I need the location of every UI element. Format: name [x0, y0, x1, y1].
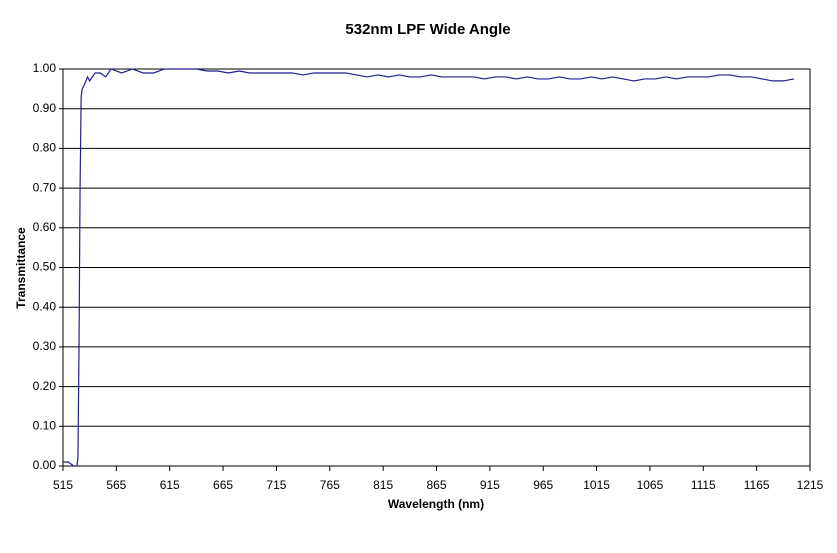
y-tick-label: 0.20 — [33, 379, 57, 393]
y-tick-label: 0.50 — [33, 260, 57, 274]
y-tick-label: 0.60 — [33, 220, 57, 234]
y-tick-label: 0.90 — [33, 101, 57, 115]
y-tick-label: 0.30 — [33, 339, 57, 353]
x-axis-label: Wavelength (nm) — [388, 497, 484, 511]
x-tick-label: 915 — [480, 478, 500, 492]
y-axis-label: Transmittance — [14, 227, 28, 309]
x-tick-label: 615 — [160, 478, 180, 492]
y-tick-label: 0.70 — [33, 180, 57, 194]
x-tick-label: 565 — [106, 478, 126, 492]
data-line — [63, 68, 795, 467]
x-tick-label: 1015 — [583, 478, 610, 492]
x-tick-label: 715 — [266, 478, 286, 492]
x-tick-label: 1115 — [691, 478, 716, 492]
y-tick-label: 0.00 — [33, 458, 57, 472]
x-tick-label: 1165 — [744, 478, 770, 492]
x-tick-label: 515 — [53, 478, 73, 492]
y-tick-label: 0.10 — [33, 418, 57, 432]
y-tick-label: 0.80 — [33, 141, 57, 155]
y-tick-label: 0.40 — [33, 299, 57, 313]
x-tick-label: 815 — [373, 478, 393, 492]
y-tick-label: 1.00 — [33, 61, 57, 75]
x-tick-label: 765 — [320, 478, 340, 492]
x-tick-label: 965 — [533, 478, 553, 492]
x-tick-label: 865 — [426, 478, 446, 492]
chart-title: 532nm LPF Wide Angle — [345, 21, 510, 38]
x-tick-label: 1065 — [637, 478, 664, 492]
plot-border — [62, 68, 811, 467]
x-tick-label: 1215 — [797, 478, 824, 492]
x-tick-label: 665 — [213, 478, 233, 492]
